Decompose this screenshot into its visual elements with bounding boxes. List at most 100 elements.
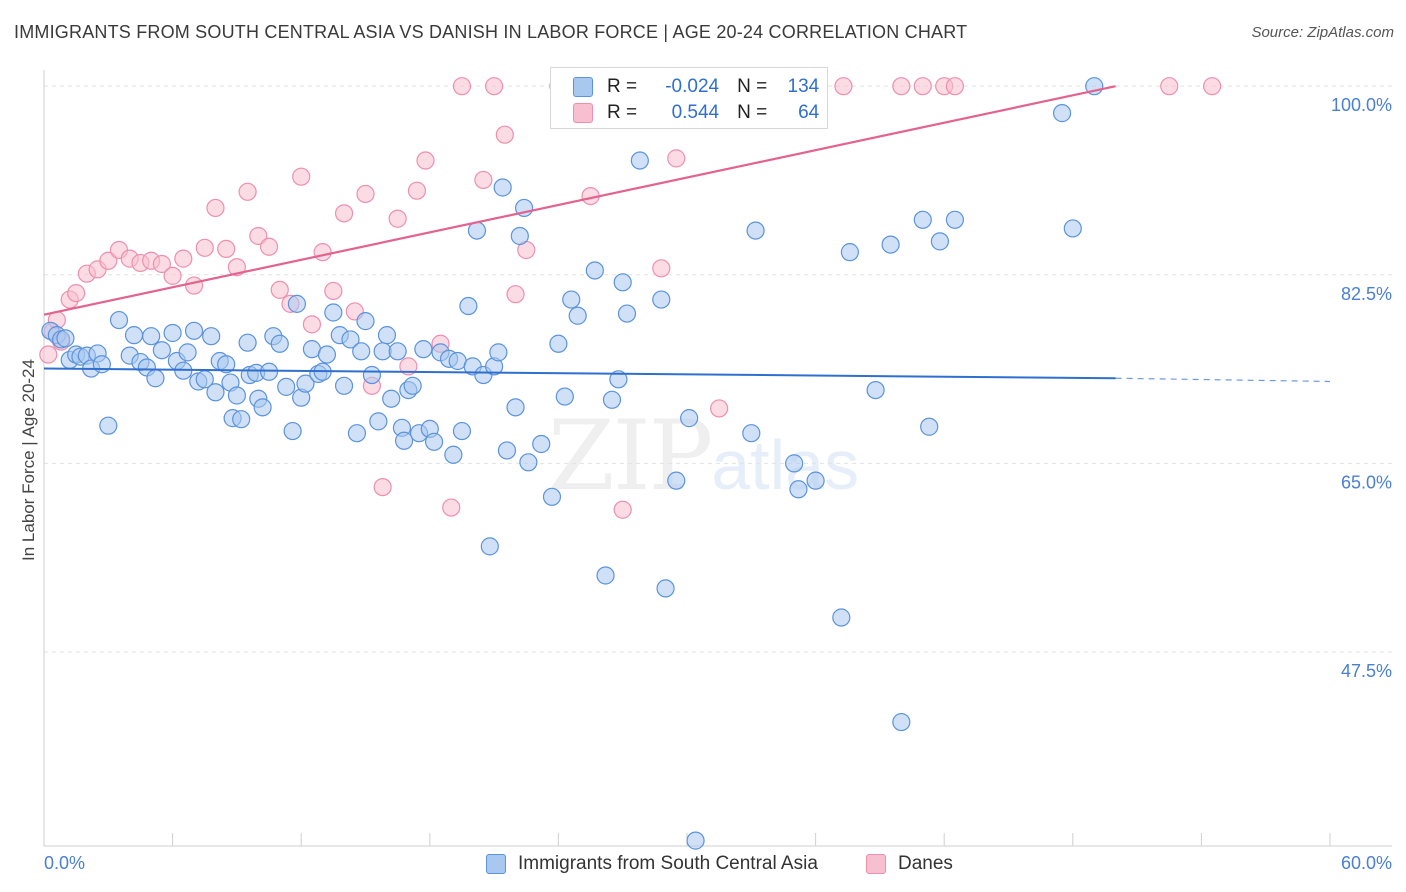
south-central-asia-point	[382, 389, 401, 408]
south-central-asia-point	[232, 410, 251, 429]
danes-point	[163, 266, 182, 285]
south-central-asia-point	[497, 441, 517, 460]
south-central-asia-point	[178, 343, 197, 362]
legend-label-pink: Danes	[898, 853, 953, 874]
danes-point	[302, 315, 322, 334]
south-central-asia-point	[532, 434, 551, 454]
danes-point	[334, 204, 354, 223]
south-central-asia-point	[259, 362, 279, 381]
south-central-asia-points	[41, 77, 1104, 850]
south-central-asia-point	[568, 306, 587, 325]
south-central-asia-point	[124, 326, 144, 345]
y-tick-labels: 47.5% 65.0% 82.5% 100.0%	[1331, 95, 1392, 681]
danes-point	[1160, 77, 1179, 96]
south-central-asia-point	[347, 424, 367, 443]
south-central-asia-point	[238, 333, 257, 352]
danes-point	[710, 399, 729, 418]
south-central-asia-point	[217, 355, 236, 374]
legend-item-south-central-asia: Immigrants from South Central Asia	[486, 853, 818, 875]
south-central-asia-point	[369, 412, 388, 431]
south-central-asia-point	[459, 296, 478, 316]
south-central-asia-point	[444, 445, 463, 464]
south-central-asia-point	[630, 151, 649, 170]
south-central-asia-point	[341, 330, 360, 349]
y-axis-label: In Labor Force | Age 20-24	[19, 359, 38, 561]
south-central-asia-point	[519, 453, 538, 472]
south-central-asia-point	[352, 342, 371, 361]
danes-point	[388, 209, 407, 228]
south-central-asia-point	[1063, 219, 1082, 238]
south-central-asia-point	[562, 290, 581, 309]
legend-swatch-pink	[866, 854, 886, 874]
legend-row-blue: R = -0.024 N = 134	[573, 75, 819, 99]
south-central-asia-point	[602, 390, 622, 409]
legend-n-label: N =	[737, 102, 768, 123]
danes-point	[474, 170, 493, 190]
chart-title: IMMIGRANTS FROM SOUTH CENTRAL ASIA VS DA…	[14, 22, 968, 42]
south-central-asia-point	[506, 398, 525, 417]
south-central-asia-point	[414, 340, 433, 359]
danes-point	[506, 285, 525, 304]
legend-r-label: R =	[607, 102, 638, 123]
south-central-asia-point	[840, 243, 859, 262]
x-tick-label-max: 60.0%	[1341, 853, 1392, 873]
south-central-asia-point	[270, 334, 289, 353]
south-central-asia-point	[617, 304, 637, 323]
danes-point	[152, 254, 171, 274]
south-central-asia-point	[652, 290, 671, 309]
south-central-asia-point	[362, 365, 382, 385]
danes-point	[452, 77, 472, 96]
danes-point	[67, 284, 86, 303]
legend-swatch-pink	[573, 103, 593, 123]
south-central-asia-point	[377, 326, 397, 345]
legend-n-label: N =	[737, 76, 768, 97]
danes-point	[313, 243, 332, 262]
blue-trend-extension	[1115, 377, 1331, 383]
south-central-asia-point	[510, 226, 529, 246]
south-central-asia-point	[892, 712, 911, 732]
danes-point	[667, 149, 686, 168]
x-tick-label-min: 0.0%	[44, 853, 85, 873]
danes-point	[416, 151, 435, 170]
y-tick-label: 65.0%	[1341, 472, 1392, 492]
south-central-asia-point	[283, 421, 302, 441]
south-central-asia-point	[920, 417, 939, 436]
legend-n-value: 64	[798, 102, 820, 123]
danes-point	[399, 357, 418, 376]
south-central-asia-point	[613, 273, 632, 292]
south-central-asia-point	[146, 369, 165, 388]
legend-r-value: 0.544	[671, 102, 720, 123]
south-central-asia-point	[324, 303, 343, 322]
south-central-asia-point	[549, 334, 568, 353]
trend-lines	[43, 85, 1331, 383]
south-central-asia-point	[585, 261, 604, 280]
south-central-asia-point	[686, 831, 705, 850]
south-central-asia-point	[403, 376, 422, 395]
danes-point	[270, 280, 289, 299]
y-tick-label: 47.5%	[1341, 661, 1392, 681]
danes-point	[227, 258, 246, 277]
south-central-asia-point	[493, 178, 512, 197]
y-tick-label: 82.5%	[1341, 284, 1392, 304]
danes-point	[259, 237, 279, 256]
danes-point	[834, 77, 853, 96]
south-central-asia-point	[930, 232, 950, 251]
south-central-asia-point	[913, 210, 932, 229]
south-central-asia-point	[746, 221, 765, 240]
south-central-asia-point	[277, 377, 296, 396]
danes-point	[407, 181, 427, 200]
legend-r-value: -0.024	[665, 76, 720, 97]
danes-point	[39, 345, 58, 364]
south-central-asia-point	[388, 342, 407, 361]
danes-point	[892, 77, 911, 96]
danes-points	[39, 77, 1222, 519]
danes-point	[238, 182, 257, 201]
south-central-asia-point	[881, 235, 900, 254]
south-central-asia-point	[680, 409, 699, 428]
south-central-asia-point	[785, 454, 804, 473]
legend-swatch-blue	[573, 77, 593, 97]
legend-r-label: R =	[607, 76, 638, 97]
legend-row-pink: R = 0.544 N = 64	[573, 101, 819, 125]
danes-point	[1203, 77, 1222, 96]
